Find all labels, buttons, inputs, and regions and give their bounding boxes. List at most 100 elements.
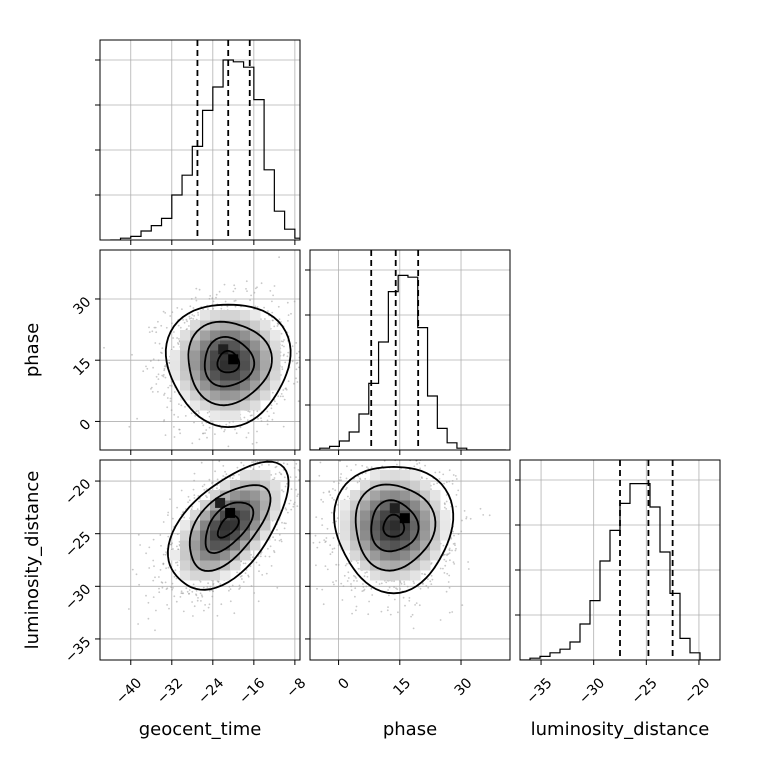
sample-point (249, 466, 252, 469)
sample-point (283, 398, 286, 401)
density-cell (250, 520, 261, 531)
sample-point (256, 430, 258, 433)
sample-point (313, 396, 315, 398)
sample-point (277, 323, 280, 326)
sample-point (280, 540, 283, 543)
density-cell (190, 530, 201, 541)
sample-point (297, 469, 300, 471)
sample-point (218, 460, 221, 463)
density-cell (180, 560, 191, 571)
density-cell (230, 550, 241, 561)
sample-point (175, 600, 178, 603)
sample-point (272, 412, 275, 414)
sample-point (189, 305, 192, 308)
density-cell (250, 470, 261, 481)
sample-point (277, 305, 280, 308)
sample-point (306, 362, 308, 364)
sample-point (445, 508, 448, 510)
sample-point (177, 342, 179, 344)
density-cell (180, 360, 191, 371)
density-cell (240, 390, 251, 401)
density-cell (180, 540, 191, 551)
sample-point (193, 421, 195, 424)
sample-point (335, 563, 338, 566)
sample-point (335, 520, 337, 523)
sample-point (386, 609, 389, 612)
sample-point (313, 384, 315, 386)
density-cell (250, 330, 261, 341)
sample-point (149, 360, 152, 362)
sample-point (195, 589, 198, 592)
density-cell (190, 320, 201, 331)
density-cell (220, 540, 231, 551)
sample-point (188, 317, 191, 320)
sample-point (354, 463, 357, 466)
sample-point (366, 571, 368, 574)
density-cell (230, 390, 241, 401)
sample-point (154, 629, 156, 632)
sample-point (271, 418, 274, 421)
sample-point (181, 592, 184, 595)
sample-point (208, 426, 211, 429)
sample-point (165, 365, 167, 368)
sample-point (190, 298, 193, 300)
sample-point (216, 487, 218, 490)
sample-point (195, 410, 198, 413)
density-cell (230, 380, 241, 391)
sample-point (198, 500, 201, 503)
sample-point (200, 600, 202, 602)
sample-point (155, 383, 158, 385)
density-cell (220, 390, 231, 401)
contour-line (216, 350, 241, 374)
sample-point (163, 367, 166, 370)
density-cell (240, 320, 251, 331)
sample-point (277, 460, 279, 463)
sample-point (418, 604, 421, 607)
sample-point (453, 542, 456, 545)
sample-point (286, 301, 289, 304)
sample-point (276, 586, 279, 589)
density-cell (230, 360, 241, 371)
sample-point (171, 542, 174, 545)
sample-point (307, 515, 309, 517)
sample-point (176, 564, 179, 567)
sample-point (218, 290, 221, 293)
sample-point (145, 365, 147, 368)
sample-point (454, 475, 457, 477)
sample-point (469, 517, 472, 520)
sample-point (192, 488, 195, 491)
sample-point (191, 442, 194, 445)
density-cell (260, 490, 271, 501)
sample-point (209, 295, 212, 297)
density-cell (190, 570, 201, 581)
sample-point (278, 471, 281, 474)
sample-point (368, 600, 370, 603)
sample-point (182, 319, 185, 321)
density-cell (240, 490, 251, 501)
sample-point (197, 311, 199, 314)
sample-point (225, 473, 228, 476)
sample-point (445, 481, 448, 484)
density-cell (190, 550, 201, 561)
density-cell (270, 330, 281, 341)
sample-point (199, 592, 202, 595)
sample-point (252, 468, 255, 471)
density-cell (170, 360, 181, 371)
sample-point (332, 537, 335, 539)
sample-point (282, 395, 284, 398)
sample-point (214, 470, 217, 473)
density-cell (200, 520, 211, 531)
sample-point (303, 516, 305, 518)
histogram-phase (310, 274, 506, 450)
sample-point (151, 330, 154, 333)
density-cell (270, 490, 281, 501)
density-peak-cell (225, 507, 236, 518)
sample-point (287, 380, 290, 383)
density-cell (260, 380, 271, 391)
sample-point (208, 410, 211, 413)
sample-point (272, 294, 274, 297)
sample-point (443, 572, 446, 574)
sample-point (283, 476, 286, 479)
sample-point (331, 497, 334, 499)
sample-point (285, 388, 288, 391)
